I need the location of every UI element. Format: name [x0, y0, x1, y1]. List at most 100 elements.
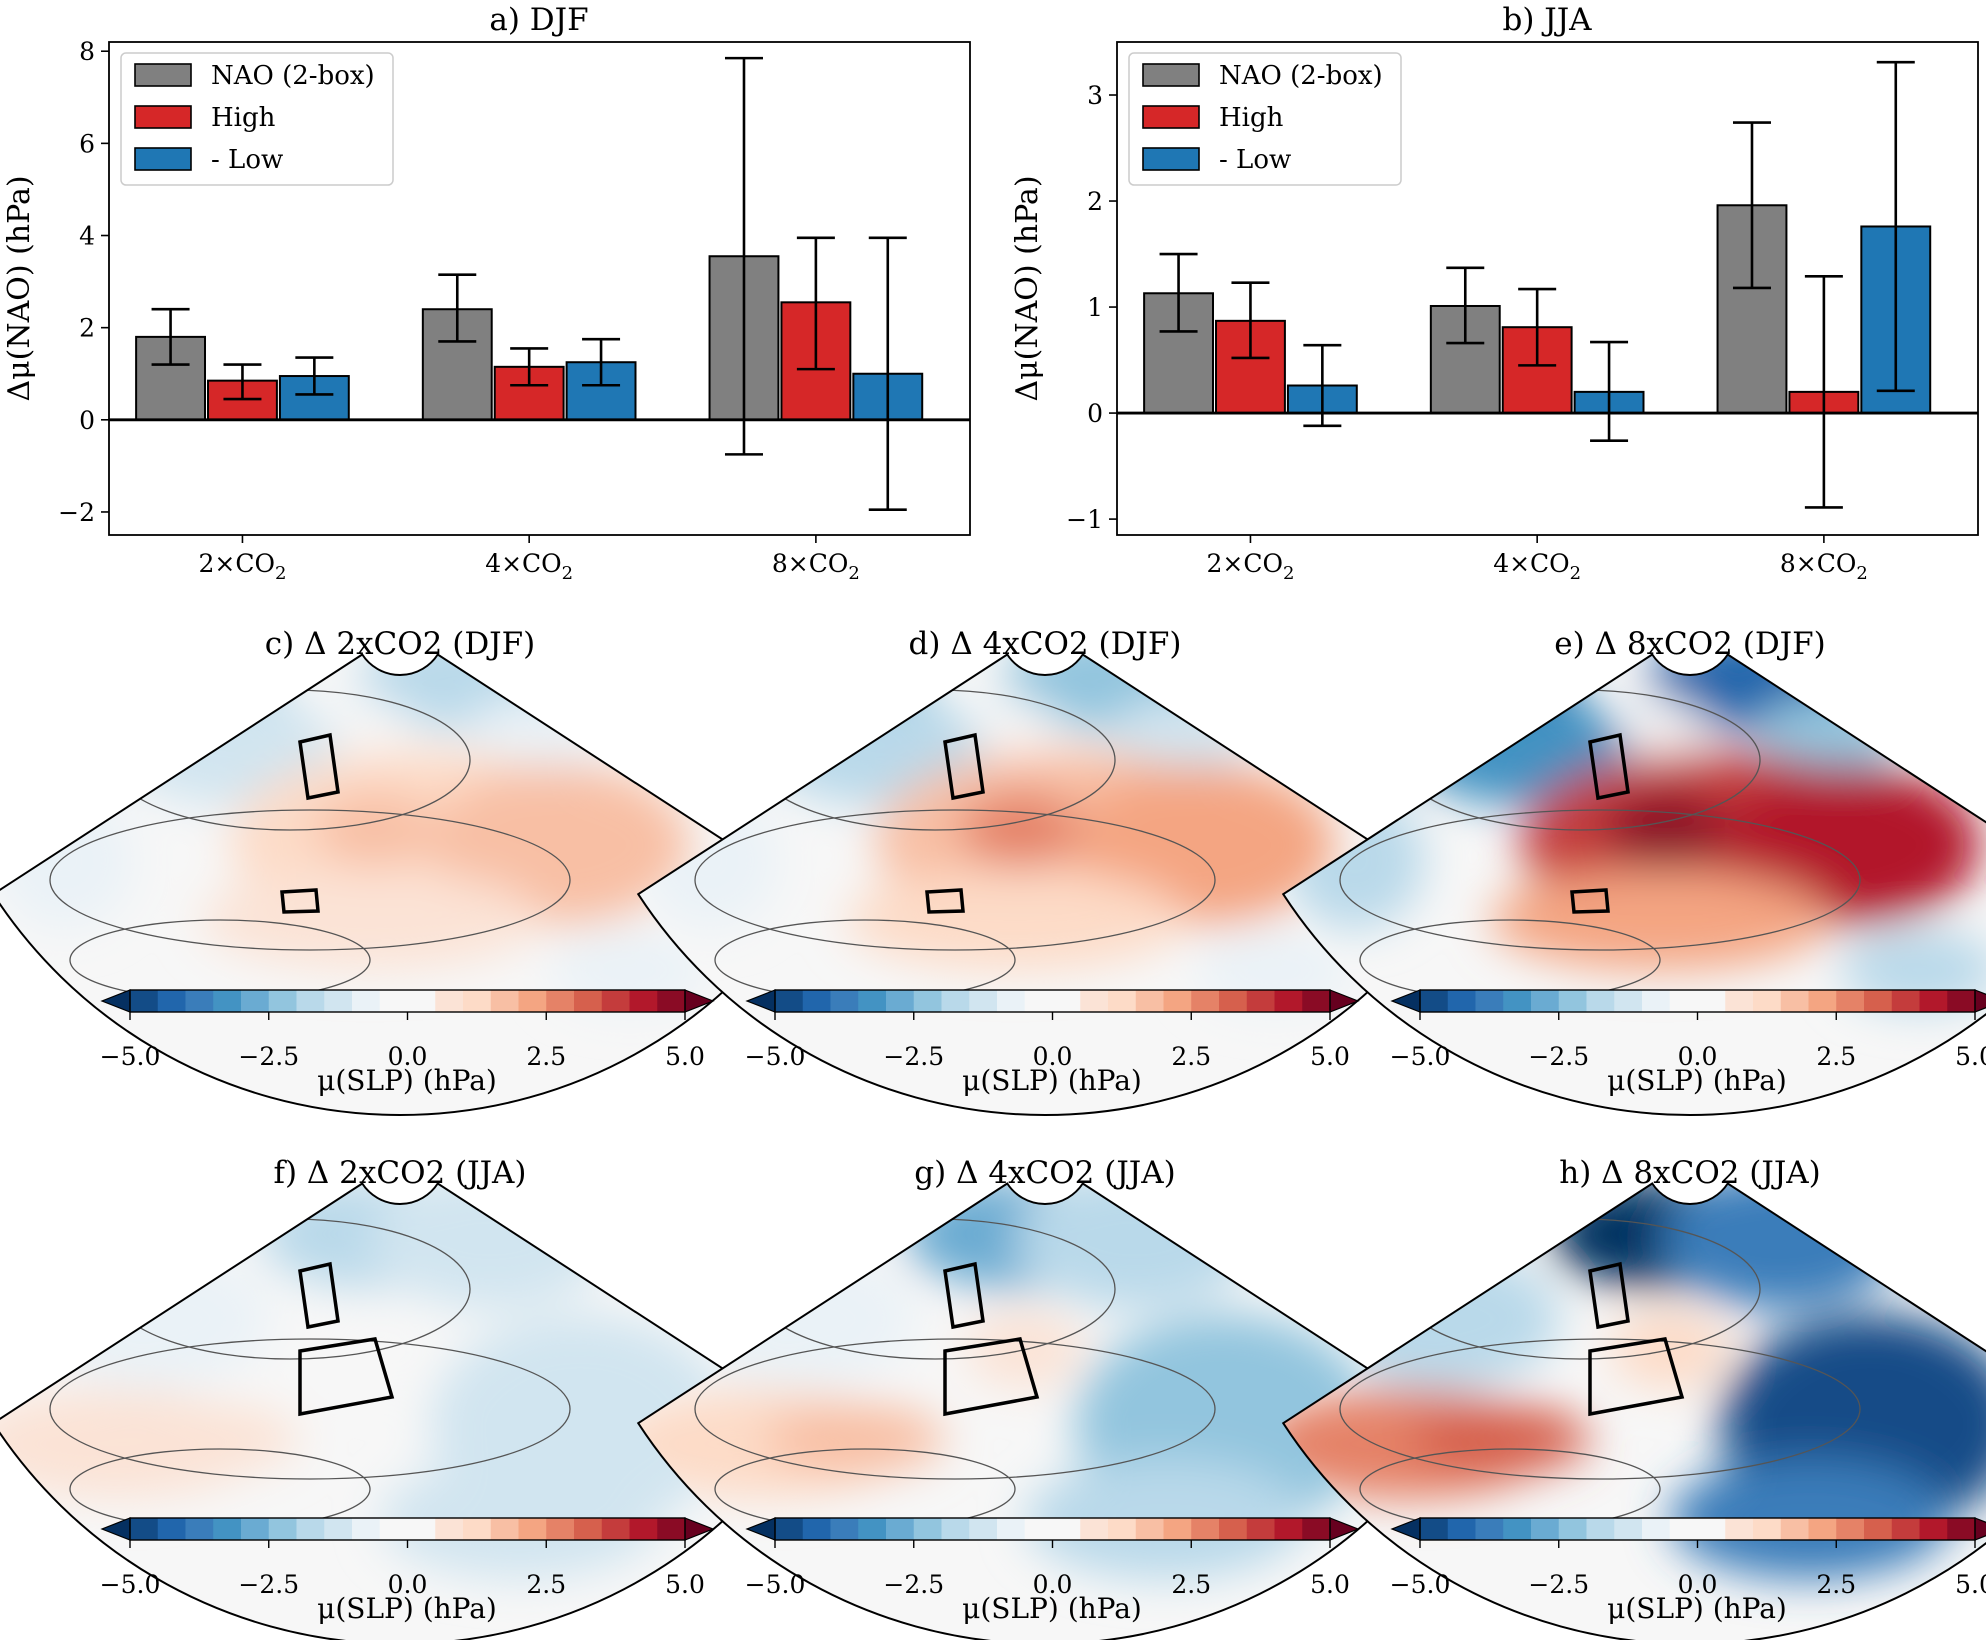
y-tick-label: 3: [1087, 81, 1103, 110]
colorbar-segment: [1669, 1518, 1699, 1540]
colorbar-segment: [657, 1518, 686, 1540]
x-tick-label: 2×CO2: [198, 549, 286, 584]
colorbar: −5.0 −2.5 0.0 2.5 5.0 μ(SLP) (hPa): [1390, 1517, 1986, 1625]
colorbar-segment: [1191, 1518, 1220, 1540]
y-tick-label: 0: [79, 406, 95, 435]
x-tick-label-main: 2×CO: [198, 549, 274, 578]
colorbar-segment: [1108, 990, 1137, 1012]
slp-contour: [1339, 1338, 1861, 1480]
colorbar-segment: [1642, 990, 1671, 1012]
colorbar-segment: [1531, 990, 1560, 1012]
colorbar-segment: [1135, 1518, 1165, 1540]
colorbar-segment: [574, 990, 603, 1012]
legend-label: High: [1219, 103, 1284, 133]
colorbar-segment: [407, 990, 436, 1012]
slp-contour: [1339, 809, 1861, 951]
x-tick-label-subscript: 2: [275, 563, 286, 584]
colorbar-segment: [1753, 1518, 1782, 1540]
colorbar-segment: [213, 990, 242, 1012]
x-tick-label: 8×CO2: [772, 549, 860, 584]
colorbar-tick-label: −2.5: [238, 1042, 299, 1071]
colorbar-segment: [1864, 990, 1893, 1012]
colorbar-segment: [1586, 990, 1615, 1012]
x-tick-label-subscript: 2: [1856, 563, 1867, 584]
colorbar-segment: [1836, 1518, 1865, 1540]
x-tick-label: 4×CO2: [485, 549, 573, 584]
colorbar-segment: [185, 1518, 214, 1540]
colorbar-segment: [1080, 1518, 1109, 1540]
colorbar-tick-label: −2.5: [883, 1570, 944, 1599]
colorbar-segment: [941, 1518, 970, 1540]
legend-label: High: [211, 103, 276, 133]
y-tick-label: 8: [79, 37, 95, 66]
colorbar-segment: [1558, 990, 1588, 1012]
colorbar-segment: [601, 990, 631, 1012]
colorbar-segment: [324, 1518, 353, 1540]
index-box-south: [943, 1337, 1040, 1417]
colorbar-segment: [1919, 990, 1948, 1012]
colorbar-segment: [546, 1518, 575, 1540]
colorbar-segment: [352, 1518, 381, 1540]
map-title: f) Δ 2xCO2 (JJA): [273, 1155, 526, 1191]
colorbar-segment: [1558, 1518, 1588, 1540]
anomaly-blob: [765, 1404, 945, 1474]
colorbar-tick-label: 2.5: [526, 1042, 566, 1071]
colorbar-segment: [157, 1518, 187, 1540]
x-tick-label-main: 8×CO: [1780, 549, 1856, 578]
map-boundary: [1281, 1182, 1986, 1640]
colorbar-tick-label: 2.5: [1816, 1570, 1856, 1599]
map-title: h) Δ 8xCO2 (JJA): [1559, 1155, 1821, 1191]
colorbar-segment: [1052, 990, 1081, 1012]
colorbar-segment: [1586, 1518, 1615, 1540]
colorbar: −5.0 −2.5 0.0 2.5 5.0 μ(SLP) (hPa): [100, 989, 715, 1097]
colorbar: −5.0 −2.5 0.0 2.5 5.0 μ(SLP) (hPa): [1390, 989, 1986, 1097]
colorbar-segment: [490, 990, 520, 1012]
map-title: g) Δ 4xCO2 (JJA): [914, 1155, 1175, 1191]
colorbar-tick-label: 0.0: [388, 1570, 428, 1599]
colorbar-segment: [518, 1518, 547, 1540]
y-tick-label: −1: [1066, 505, 1103, 534]
colorbar-label: μ(SLP) (hPa): [317, 1064, 497, 1097]
colorbar-segment: [1503, 1518, 1532, 1540]
slp-contour: [694, 1338, 1216, 1480]
colorbar-extend-high: [1974, 989, 1986, 1013]
colorbar-tick-label: 0.0: [1678, 1042, 1718, 1071]
x-tick-label-subscript: 2: [848, 563, 859, 584]
colorbar-segment: [1697, 1518, 1726, 1540]
colorbar-segment: [1725, 990, 1754, 1012]
colorbar-segment: [1447, 990, 1477, 1012]
colorbar-segment: [574, 1518, 603, 1540]
y-tick-label: 2: [79, 314, 95, 343]
colorbar-segment: [1642, 1518, 1671, 1540]
legend-swatch: [134, 147, 192, 171]
legend-swatch: [134, 105, 192, 129]
colorbar: −5.0 −2.5 0.0 2.5 5.0 μ(SLP) (hPa): [745, 989, 1360, 1097]
y-tick-label: 0: [1087, 399, 1103, 428]
colorbar-segment: [1780, 990, 1810, 1012]
colorbar-tick-label: 0.0: [1033, 1042, 1073, 1071]
colorbar-tick-label: −5.0: [100, 1042, 161, 1071]
colorbar-tick-label: 5.0: [1955, 1042, 1986, 1071]
legend-swatch: [134, 63, 192, 87]
colorbar-segment: [1697, 990, 1726, 1012]
legend: NAO (2-box) High - Low: [1128, 52, 1402, 186]
colorbar-segment: [1219, 1518, 1248, 1540]
index-box-north: [298, 732, 340, 801]
colorbar-segment: [407, 1518, 436, 1540]
colorbar-tick-label: −5.0: [1390, 1570, 1451, 1599]
map-title: e) Δ 8xCO2 (DJF): [1554, 626, 1825, 662]
anomaly-blob: [30, 1249, 270, 1389]
colorbar: −5.0 −2.5 0.0 2.5 5.0 μ(SLP) (hPa): [100, 1517, 715, 1625]
colorbar-label: μ(SLP) (hPa): [962, 1592, 1142, 1625]
colorbar-segment: [1246, 990, 1276, 1012]
colorbar-tick-label: 5.0: [665, 1570, 705, 1599]
map-boundary: [0, 1182, 809, 1640]
colorbar-segment: [546, 990, 575, 1012]
anomaly-blob: [200, 870, 540, 970]
colorbar-segment: [1891, 990, 1921, 1012]
colorbar-segment: [1475, 1518, 1504, 1540]
colorbar-segment: [601, 1518, 631, 1540]
colorbar-tick-label: 5.0: [1310, 1042, 1350, 1071]
y-axis-label: Δμ(NAO) (hPa): [2, 175, 37, 401]
